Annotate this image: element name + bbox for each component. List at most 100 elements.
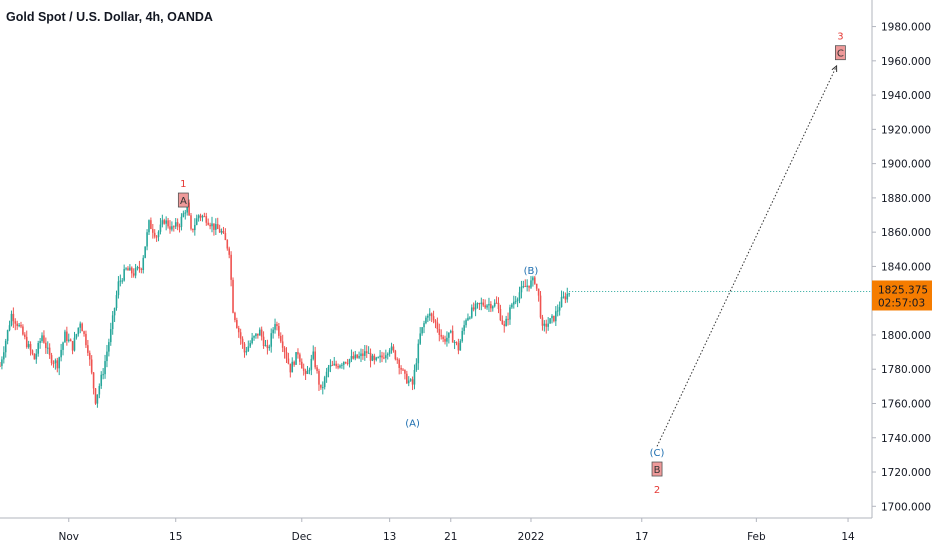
candle-down bbox=[176, 222, 179, 227]
candle-down bbox=[279, 335, 282, 342]
candle-down bbox=[337, 366, 339, 368]
candle-down bbox=[88, 352, 91, 360]
candle-down bbox=[90, 359, 93, 373]
price-tick-label: 1880.000 bbox=[881, 193, 931, 205]
candle-up bbox=[106, 351, 108, 362]
candle-down bbox=[16, 323, 18, 327]
candle-up bbox=[463, 325, 465, 331]
candle-up bbox=[470, 307, 473, 318]
candle-down bbox=[383, 357, 385, 359]
candle-down bbox=[411, 379, 414, 385]
candle-down bbox=[392, 346, 395, 351]
candle-up bbox=[195, 218, 198, 225]
candle-up bbox=[421, 327, 423, 334]
candle-down bbox=[440, 334, 443, 337]
wave-label-1: 1 bbox=[180, 179, 186, 190]
candle-up bbox=[75, 334, 78, 338]
candle-down bbox=[87, 345, 89, 353]
candle-down bbox=[436, 322, 439, 330]
candle-down bbox=[226, 240, 229, 249]
candle-up bbox=[96, 394, 99, 404]
projection-arrowhead bbox=[831, 64, 838, 72]
candle-down bbox=[541, 317, 544, 326]
candle-up bbox=[117, 281, 120, 296]
candle-up bbox=[215, 224, 217, 230]
candle-down bbox=[442, 336, 444, 340]
candle-up bbox=[171, 226, 173, 230]
wave-box-letter: A bbox=[180, 196, 187, 207]
candle-down bbox=[138, 267, 141, 269]
candle-down bbox=[320, 384, 322, 388]
candle-down bbox=[344, 362, 347, 364]
candle-down bbox=[127, 268, 129, 271]
candle-down bbox=[365, 351, 368, 353]
candle-up bbox=[115, 295, 118, 309]
wave-label-3: 3 bbox=[837, 32, 843, 43]
price-tick-label: 1800.000 bbox=[881, 330, 931, 342]
candlestick-series bbox=[0, 196, 570, 408]
candle-down bbox=[455, 342, 458, 344]
candle-up bbox=[46, 347, 49, 349]
candle-down bbox=[43, 335, 45, 343]
candle-down bbox=[216, 224, 219, 229]
time-axis[interactable]: Nov 15 Dec 13 21 2022 17 Feb 14 bbox=[59, 518, 856, 543]
candle-down bbox=[45, 342, 47, 349]
last-price-value: 1825.375 bbox=[878, 284, 928, 296]
candle-up bbox=[522, 286, 525, 288]
candle-up bbox=[350, 356, 353, 360]
candle-down bbox=[230, 254, 232, 280]
candle-up bbox=[102, 374, 104, 376]
candle-up bbox=[10, 313, 13, 326]
price-tick-label: 1860.000 bbox=[881, 227, 931, 239]
candle-up bbox=[39, 340, 41, 344]
candle-up bbox=[371, 355, 374, 361]
candle-down bbox=[524, 286, 527, 288]
candle-down bbox=[302, 368, 305, 371]
candle-up bbox=[348, 359, 351, 364]
candle-down bbox=[33, 353, 36, 360]
candle-up bbox=[509, 307, 511, 320]
candle-down bbox=[482, 302, 485, 306]
candle-up bbox=[516, 299, 519, 302]
candle-up bbox=[407, 380, 410, 384]
candle-up bbox=[58, 357, 61, 369]
time-tick-label: 15 bbox=[169, 531, 182, 543]
candle-up bbox=[425, 317, 427, 324]
candle-down bbox=[188, 202, 190, 216]
candle-up bbox=[255, 333, 257, 337]
candle-up bbox=[386, 353, 389, 356]
candle-up bbox=[558, 307, 561, 311]
candle-up bbox=[417, 343, 420, 364]
candle-up bbox=[157, 231, 160, 237]
candle-down bbox=[534, 277, 536, 284]
candle-up bbox=[461, 330, 464, 342]
candle-up bbox=[306, 370, 309, 374]
candle-down bbox=[167, 220, 169, 227]
candle-up bbox=[428, 313, 431, 316]
candle-down bbox=[501, 320, 504, 325]
candle-up bbox=[375, 357, 378, 360]
candle-down bbox=[192, 228, 194, 231]
candle-down bbox=[545, 323, 548, 327]
wave-box-letter: C bbox=[837, 49, 844, 60]
candle-down bbox=[434, 320, 437, 323]
candle-up bbox=[174, 222, 177, 227]
candle-down bbox=[369, 352, 372, 361]
candle-up bbox=[448, 332, 450, 338]
candle-down bbox=[438, 329, 441, 335]
wave-box-b bbox=[651, 461, 663, 477]
candle-up bbox=[364, 351, 366, 356]
candle-down bbox=[50, 355, 53, 364]
candle-up bbox=[104, 361, 106, 375]
candle-up bbox=[111, 315, 114, 330]
candle-up bbox=[197, 215, 200, 219]
time-tick-label: 14 bbox=[841, 531, 855, 543]
candle-up bbox=[220, 231, 223, 233]
candle-up bbox=[54, 360, 57, 364]
price-tick-label: 1760.000 bbox=[881, 398, 931, 410]
wave-label-corrective: (A) bbox=[405, 419, 420, 430]
price-axis[interactable]: 1980.000 1960.000 1940.000 1920.000 1900.000… bbox=[0, 0, 931, 519]
time-tick-label: 21 bbox=[444, 531, 457, 543]
